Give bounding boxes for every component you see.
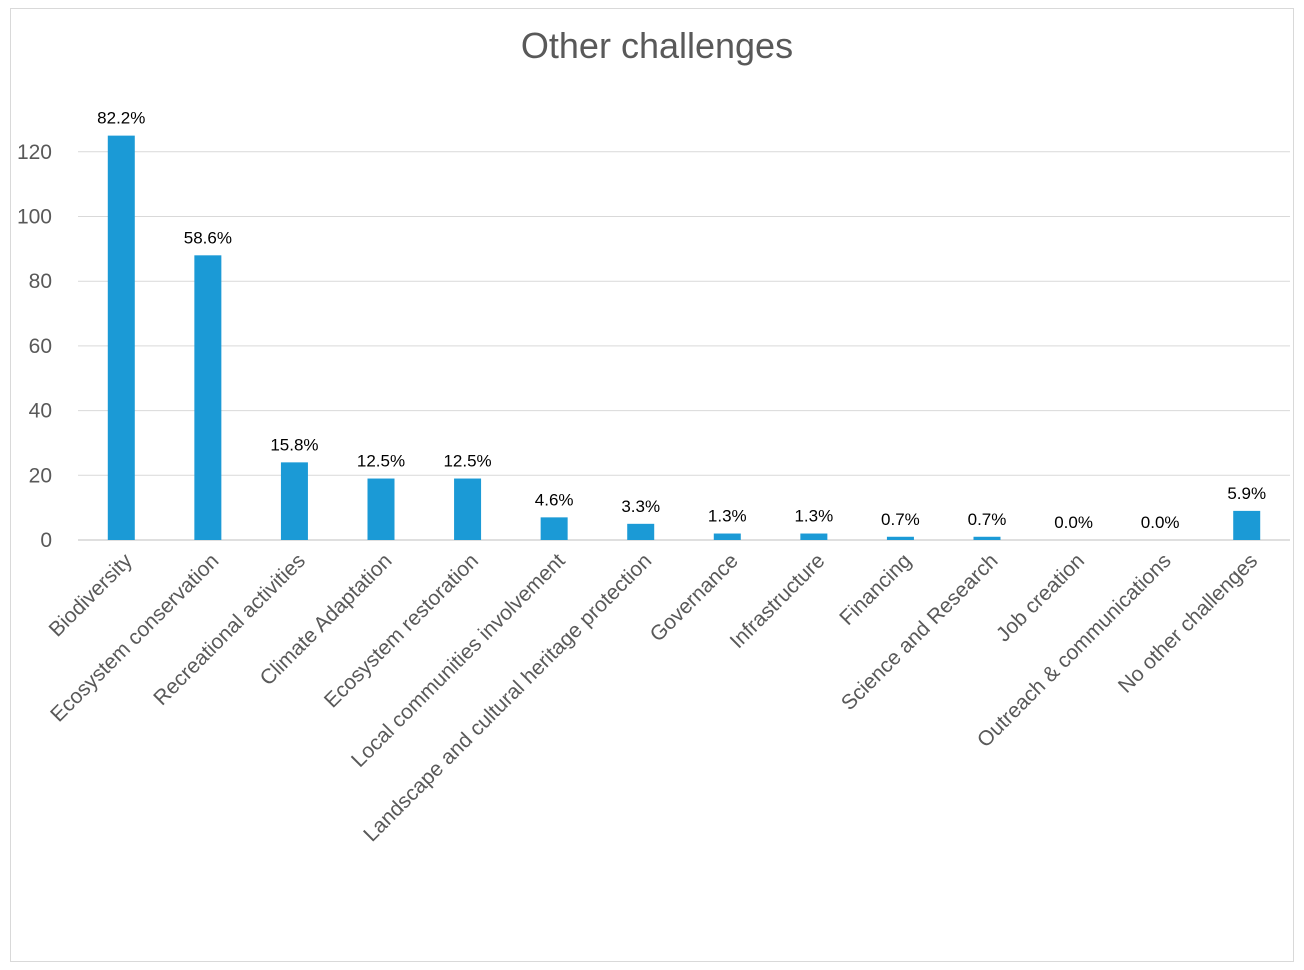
data-label: 1.3%	[794, 507, 833, 526]
y-tick-label: 100	[17, 206, 52, 229]
category-label: Science and Research	[837, 549, 1003, 715]
data-label: 58.6%	[184, 228, 232, 247]
category-label: Ecosystem conservation	[46, 549, 223, 726]
bars	[107, 135, 1261, 540]
data-label: 4.6%	[535, 490, 574, 509]
chart-title: Other challenges	[521, 25, 793, 66]
chart-frame	[10, 8, 1294, 962]
bar	[1233, 510, 1261, 540]
bar	[454, 478, 482, 540]
y-axis-ticks: 0 20 40 60 80 100 120	[17, 141, 52, 552]
category-label: Biodiversity	[45, 549, 138, 642]
data-label: 82.2%	[97, 109, 145, 128]
y-tick-label: 0	[40, 529, 52, 552]
y-tick-label: 80	[29, 270, 52, 293]
bar	[194, 255, 222, 540]
category-label: Job creation	[992, 549, 1089, 646]
bar	[973, 536, 1001, 540]
bar	[280, 462, 308, 540]
category-label: Financing	[835, 549, 916, 630]
category-label: Recreational activities	[149, 549, 310, 710]
data-label: 12.5%	[357, 452, 405, 471]
data-label: 5.9%	[1227, 484, 1266, 503]
data-labels: 82.2% 58.6% 15.8% 12.5% 12.5% 4.6% 3.3% 1.3% 1.3…	[97, 109, 1266, 532]
y-tick-label: 40	[29, 400, 52, 423]
data-label: 0.7%	[881, 510, 920, 529]
category-label: Governance	[646, 549, 743, 646]
y-tick-label: 60	[29, 335, 52, 358]
bar	[367, 478, 395, 540]
data-label: 0.0%	[1054, 513, 1093, 532]
gridlines	[78, 151, 1290, 476]
data-label: 0.0%	[1141, 513, 1180, 532]
y-tick-label: 120	[17, 141, 52, 164]
bar	[886, 536, 914, 540]
bar	[800, 533, 828, 540]
data-label: 0.7%	[968, 510, 1007, 529]
bar	[540, 517, 568, 540]
data-label: 12.5%	[443, 452, 491, 471]
y-tick-label: 20	[29, 464, 52, 487]
bar	[107, 135, 135, 540]
bar	[627, 523, 655, 540]
data-label: 3.3%	[621, 497, 660, 516]
data-label: 15.8%	[270, 435, 318, 454]
data-label: 1.3%	[708, 507, 747, 526]
category-label: Ecosystem restoration	[320, 549, 483, 712]
bar	[713, 533, 741, 540]
